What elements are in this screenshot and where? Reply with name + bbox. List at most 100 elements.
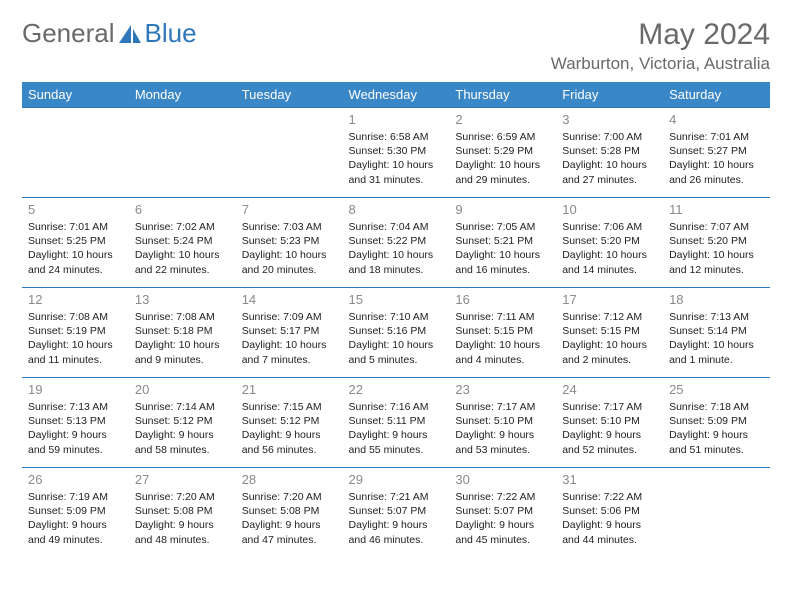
day-number: 20: [135, 382, 230, 397]
calendar-cell: [236, 108, 343, 198]
calendar-cell: 10Sunrise: 7:06 AMSunset: 5:20 PMDayligh…: [556, 198, 663, 288]
day-details: Sunrise: 7:02 AMSunset: 5:24 PMDaylight:…: [135, 220, 230, 277]
day-number: 24: [562, 382, 657, 397]
calendar-table: SundayMondayTuesdayWednesdayThursdayFrid…: [22, 82, 770, 558]
day-number: 21: [242, 382, 337, 397]
day-number: 4: [669, 112, 764, 127]
day-number: 26: [28, 472, 123, 487]
day-details: Sunrise: 7:14 AMSunset: 5:12 PMDaylight:…: [135, 400, 230, 457]
day-number: 1: [349, 112, 444, 127]
month-title: May 2024: [551, 18, 770, 52]
calendar-cell: 24 Sunrise: 7:17 AMSunset: 5:10 PMDayligh…: [556, 378, 663, 468]
logo-text-general: General: [22, 18, 115, 49]
calendar-cell: 14Sunrise: 7:09 AMSunset: 5:17 PMDayligh…: [236, 288, 343, 378]
calendar-cell: 21 Sunrise: 7:15 AMSunset: 5:12 PMDayligh…: [236, 378, 343, 468]
calendar-cell: 2 Sunrise: 6:59 AMSunset: 5:29 PMDaylight…: [449, 108, 556, 198]
day-details: Sunrise: 7:20 AMSunset: 5:08 PMDaylight:…: [135, 490, 230, 547]
calendar-cell: 6 Sunrise: 7:02 AMSunset: 5:24 PMDaylight…: [129, 198, 236, 288]
day-number: 31: [562, 472, 657, 487]
day-header: Friday: [556, 82, 663, 108]
day-number: 9: [455, 202, 550, 217]
day-header: Sunday: [22, 82, 129, 108]
calendar-week: 12 Sunrise: 7:08 AMSunset: 5:19 PMDayligh…: [22, 288, 770, 378]
day-details: Sunrise: 7:10 AMSunset: 5:16 PMDaylight:…: [349, 310, 444, 367]
calendar-cell: 25Sunrise: 7:18 AMSunset: 5:09 PMDayligh…: [663, 378, 770, 468]
day-number: 12: [28, 292, 123, 307]
day-details: Sunrise: 7:13 AMSunset: 5:13 PMDaylight:…: [28, 400, 123, 457]
calendar-cell: 12 Sunrise: 7:08 AMSunset: 5:19 PMDayligh…: [22, 288, 129, 378]
calendar-cell: 30Sunrise: 7:22 AMSunset: 5:07 PMDayligh…: [449, 468, 556, 558]
day-number: 7: [242, 202, 337, 217]
day-number: 10: [562, 202, 657, 217]
day-number: 11: [669, 202, 764, 217]
calendar-week: 26 Sunrise: 7:19 AMSunset: 5:09 PMDayligh…: [22, 468, 770, 558]
day-number: 3: [562, 112, 657, 127]
day-details: Sunrise: 7:03 AMSunset: 5:23 PMDaylight:…: [242, 220, 337, 277]
calendar-cell: 22Sunrise: 7:16 AMSunset: 5:11 PMDayligh…: [343, 378, 450, 468]
calendar-cell: [663, 468, 770, 558]
calendar-cell: 3 Sunrise: 7:00 AMSunset: 5:28 PMDaylight…: [556, 108, 663, 198]
calendar-week: 19Sunrise: 7:13 AMSunset: 5:13 PMDayligh…: [22, 378, 770, 468]
calendar-cell: 1Sunrise: 6:58 AMSunset: 5:30 PMDaylight…: [343, 108, 450, 198]
header: General Blue May 2024 Warburton, Victori…: [22, 18, 770, 74]
day-number: 5: [28, 202, 123, 217]
day-number: 15: [349, 292, 444, 307]
calendar-cell: 13 Sunrise: 7:08 AMSunset: 5:18 PMDayligh…: [129, 288, 236, 378]
calendar-cell: 16 Sunrise: 7:11 AMSunset: 5:15 PMDayligh…: [449, 288, 556, 378]
day-details: Sunrise: 7:20 AMSunset: 5:08 PMDaylight:…: [242, 490, 337, 547]
day-number: 29: [349, 472, 444, 487]
day-number: 6: [135, 202, 230, 217]
calendar-cell: 28Sunrise: 7:20 AMSunset: 5:08 PMDayligh…: [236, 468, 343, 558]
calendar-cell: 26 Sunrise: 7:19 AMSunset: 5:09 PMDayligh…: [22, 468, 129, 558]
day-details: Sunrise: 7:15 AMSunset: 5:12 PMDaylight:…: [242, 400, 337, 457]
day-header: Wednesday: [343, 82, 450, 108]
calendar-cell: [129, 108, 236, 198]
day-details: Sunrise: 7:04 AMSunset: 5:22 PMDaylight:…: [349, 220, 444, 277]
calendar-cell: 23 Sunrise: 7:17 AMSunset: 5:10 PMDayligh…: [449, 378, 556, 468]
calendar-cell: 27 Sunrise: 7:20 AMSunset: 5:08 PMDayligh…: [129, 468, 236, 558]
day-details: Sunrise: 7:11 AMSunset: 5:15 PMDaylight:…: [455, 310, 550, 367]
calendar-cell: 15 Sunrise: 7:10 AMSunset: 5:16 PMDayligh…: [343, 288, 450, 378]
day-details: Sunrise: 7:00 AMSunset: 5:28 PMDaylight:…: [562, 130, 657, 187]
day-details: Sunrise: 6:59 AMSunset: 5:29 PMDaylight:…: [455, 130, 550, 187]
day-details: Sunrise: 7:17 AMSunset: 5:10 PMDaylight:…: [562, 400, 657, 457]
calendar-cell: 17Sunrise: 7:12 AMSunset: 5:15 PMDayligh…: [556, 288, 663, 378]
day-details: Sunrise: 7:22 AMSunset: 5:06 PMDaylight:…: [562, 490, 657, 547]
day-header: Saturday: [663, 82, 770, 108]
day-number: 25: [669, 382, 764, 397]
day-details: Sunrise: 7:17 AMSunset: 5:10 PMDaylight:…: [455, 400, 550, 457]
day-number: 14: [242, 292, 337, 307]
day-number: 23: [455, 382, 550, 397]
calendar-cell: 29Sunrise: 7:21 AMSunset: 5:07 PMDayligh…: [343, 468, 450, 558]
day-header: Tuesday: [236, 82, 343, 108]
day-number: 8: [349, 202, 444, 217]
calendar-cell: 7 Sunrise: 7:03 AMSunset: 5:23 PMDaylight…: [236, 198, 343, 288]
calendar-cell: 4 Sunrise: 7:01 AMSunset: 5:27 PMDaylight…: [663, 108, 770, 198]
day-details: Sunrise: 7:05 AMSunset: 5:21 PMDaylight:…: [455, 220, 550, 277]
logo: General Blue: [22, 18, 197, 49]
day-number: 18: [669, 292, 764, 307]
calendar-week: 5 Sunrise: 7:01 AMSunset: 5:25 PMDaylight…: [22, 198, 770, 288]
day-number: 13: [135, 292, 230, 307]
day-number: 16: [455, 292, 550, 307]
day-number: 2: [455, 112, 550, 127]
day-details: Sunrise: 7:01 AMSunset: 5:25 PMDaylight:…: [28, 220, 123, 277]
day-number: 27: [135, 472, 230, 487]
title-block: May 2024 Warburton, Victoria, Australia: [551, 18, 770, 74]
calendar-cell: 19Sunrise: 7:13 AMSunset: 5:13 PMDayligh…: [22, 378, 129, 468]
day-details: Sunrise: 7:08 AMSunset: 5:19 PMDaylight:…: [28, 310, 123, 367]
day-details: Sunrise: 7:08 AMSunset: 5:18 PMDaylight:…: [135, 310, 230, 367]
day-header: Monday: [129, 82, 236, 108]
calendar-cell: 9 Sunrise: 7:05 AMSunset: 5:21 PMDaylight…: [449, 198, 556, 288]
calendar-week: 1Sunrise: 6:58 AMSunset: 5:30 PMDaylight…: [22, 108, 770, 198]
calendar-cell: [22, 108, 129, 198]
calendar-cell: 8 Sunrise: 7:04 AMSunset: 5:22 PMDaylight…: [343, 198, 450, 288]
calendar-cell: 11Sunrise: 7:07 AMSunset: 5:20 PMDayligh…: [663, 198, 770, 288]
day-number: 30: [455, 472, 550, 487]
logo-text-blue: Blue: [145, 18, 197, 49]
calendar-cell: 18Sunrise: 7:13 AMSunset: 5:14 PMDayligh…: [663, 288, 770, 378]
day-details: Sunrise: 7:19 AMSunset: 5:09 PMDaylight:…: [28, 490, 123, 547]
day-details: Sunrise: 7:01 AMSunset: 5:27 PMDaylight:…: [669, 130, 764, 187]
logo-sail-icon: [117, 23, 143, 45]
day-details: Sunrise: 7:16 AMSunset: 5:11 PMDaylight:…: [349, 400, 444, 457]
